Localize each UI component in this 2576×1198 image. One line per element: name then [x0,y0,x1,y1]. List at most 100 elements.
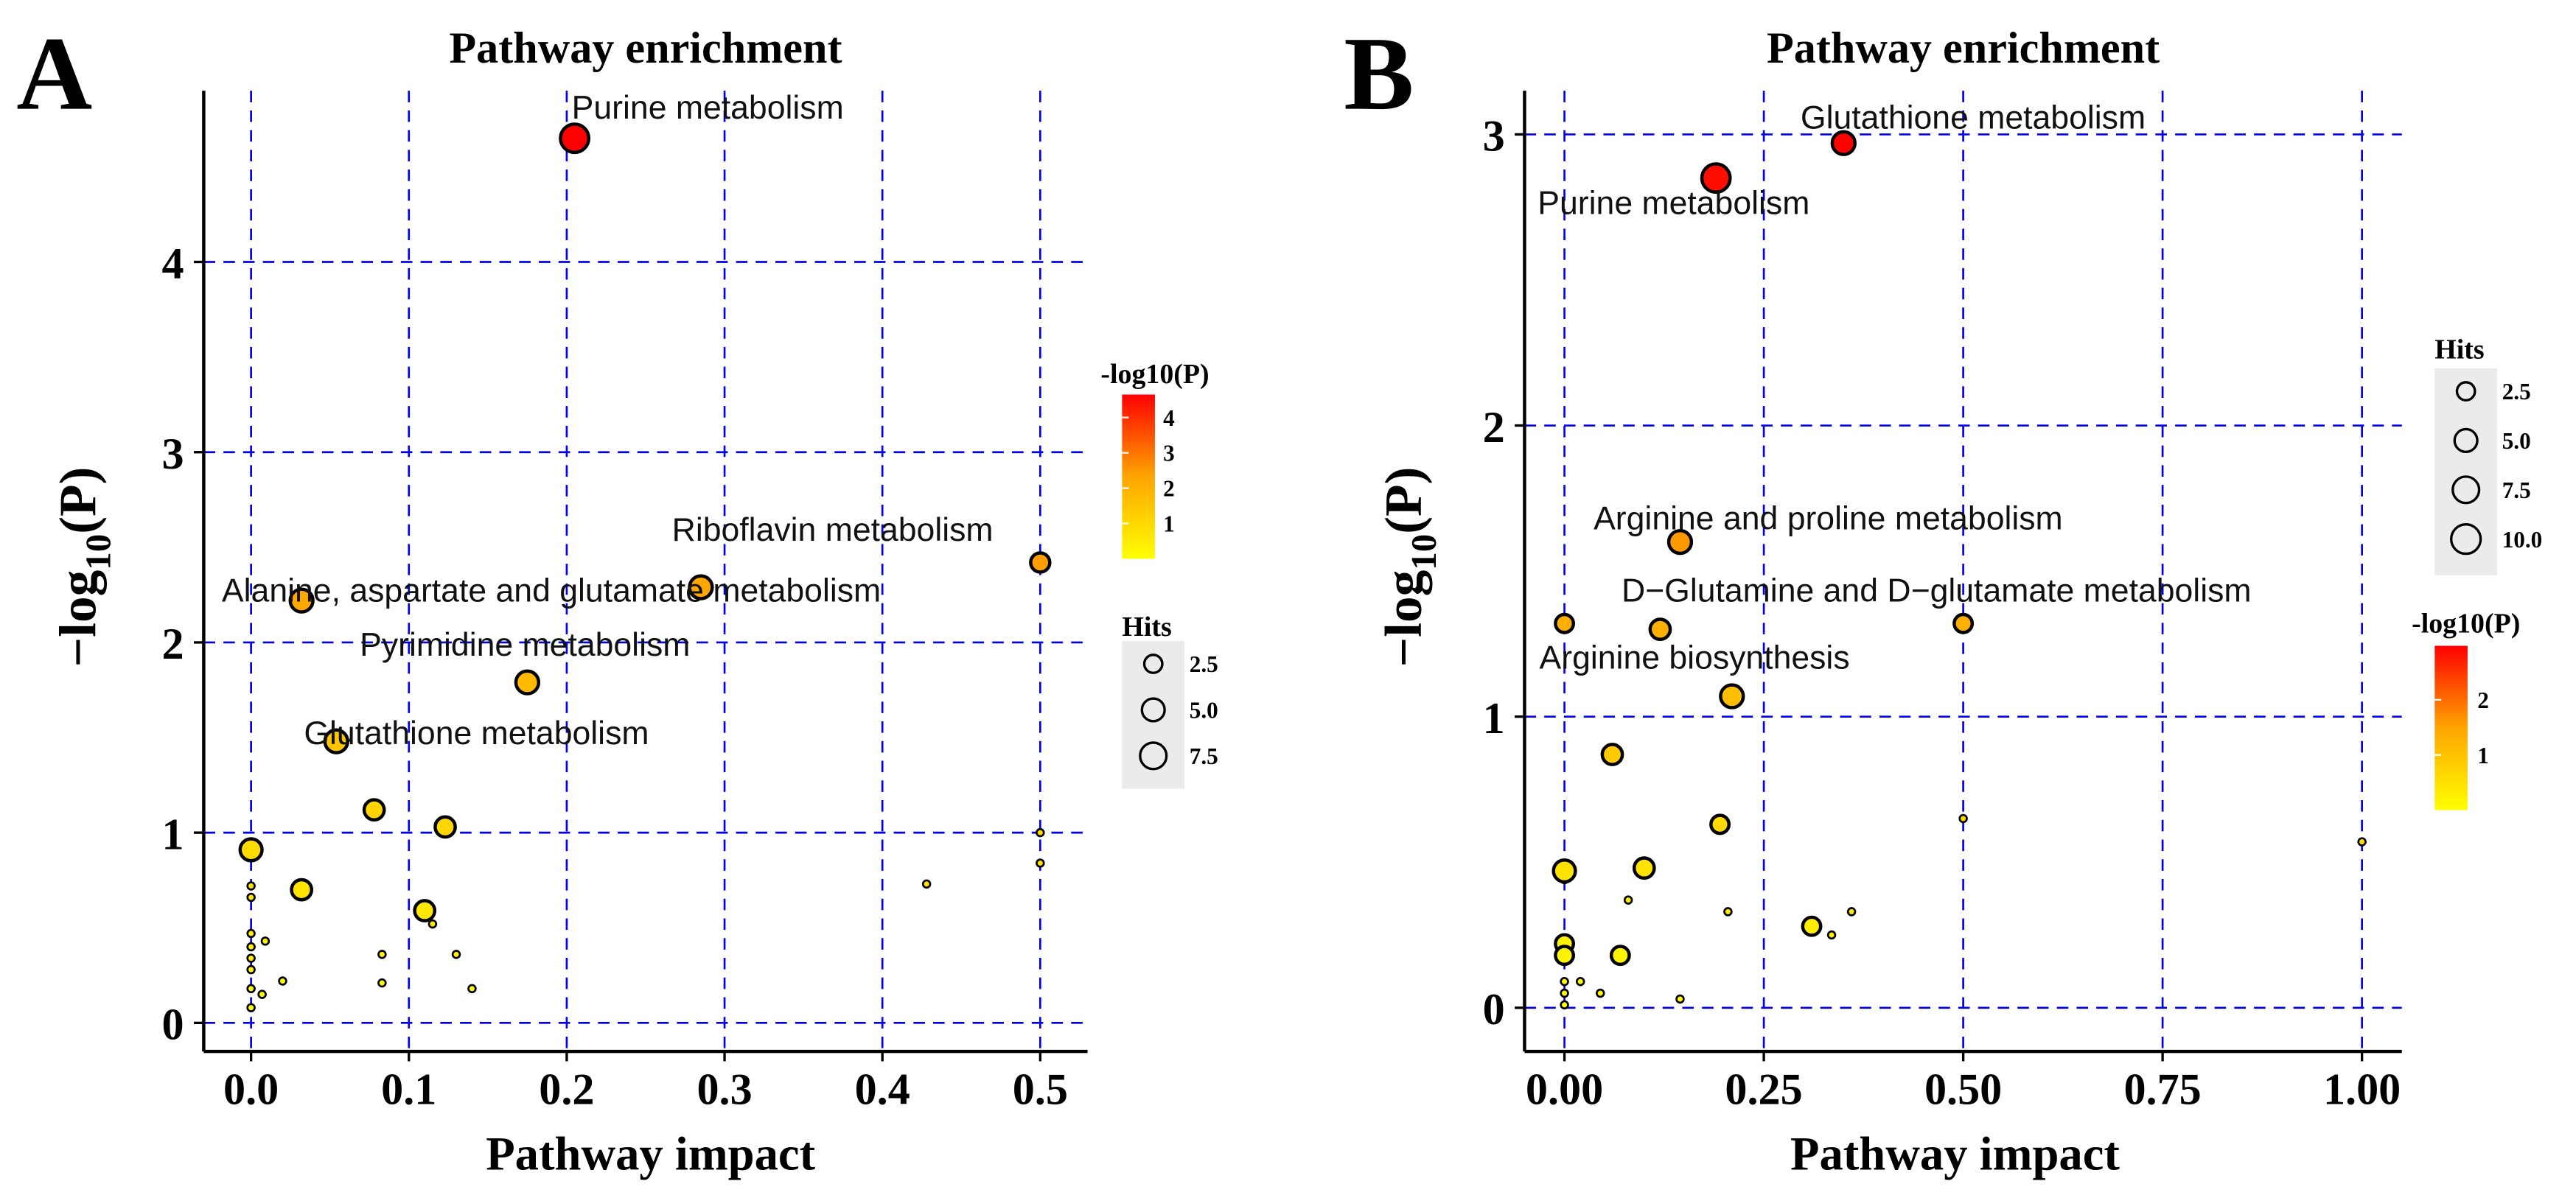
data-point [1723,907,1733,917]
point-label: Arginine and proline metabolism [1594,500,2063,536]
panel-letter: A [16,15,92,132]
data-point [1600,743,1624,766]
color-legend-label: 1 [1163,511,1175,537]
color-legend-label: 2 [1163,476,1175,502]
data-point [246,953,256,963]
data-point [1958,813,1968,824]
chart-title: Pathway enrichment [449,24,842,73]
y-tick-label: 2 [162,620,184,669]
size-legend-circle [2455,381,2476,402]
color-legend-label: 3 [1163,441,1175,466]
data-point [1596,988,1605,998]
point-label: Pyrimidine metabolism [360,627,690,663]
data-point [1029,551,1052,574]
data-point [1952,612,1975,634]
data-point [1846,907,1857,917]
x-tick-label: 0.00 [1526,1065,1603,1114]
y-tick-label: 3 [162,430,184,479]
data-point [688,574,714,600]
data-point [921,879,932,889]
data-point [377,950,387,959]
x-tick-label: 0.75 [2123,1065,2201,1114]
y-axis-label: −log10(P) [1375,467,1444,668]
y-tick-label: 0 [162,1001,184,1050]
panel-b: 0.00 0.25 0.50 0.75 1.00 0 1 2 3 Pathway enrichme… [1344,15,2542,1180]
data-point [1560,977,1569,987]
color-legend-title: -log10(P) [1100,359,1209,390]
data-point [1675,994,1685,1004]
data-point [1560,1000,1569,1010]
size-legend-label: 7.5 [1190,743,1218,769]
x-axis-label: Pathway impact [1790,1127,2120,1180]
y-tick-label: 1 [162,810,184,859]
size-legend-circle [1142,654,1164,674]
data-point [362,798,386,822]
data-point [451,950,461,959]
color-legend-label: 2 [2477,687,2489,713]
size-legend-title: Hits [1122,612,1171,642]
data-point [246,1003,256,1012]
data-point [1575,977,1585,987]
x-tick-label: 0.25 [1725,1065,1802,1114]
data-point [1554,612,1576,634]
data-point [1560,988,1569,998]
data-point [1609,945,1631,967]
data-point [467,984,477,994]
data-point [1623,895,1633,905]
data-point [1648,617,1672,641]
x-tick-label: 0.50 [1924,1065,2002,1114]
size-legend-circle [2453,427,2479,454]
data-point [427,919,438,929]
x-tick-label: 1.00 [2323,1065,2401,1114]
data-point [1554,945,1576,967]
data-point [2357,837,2367,847]
data-point [514,669,541,696]
data-point [257,989,267,999]
panel-letter: B [1344,15,1414,132]
x-tick-label: 0.4 [855,1065,910,1114]
x-tick-label: 0.2 [539,1065,594,1114]
data-point [1830,130,1857,156]
point-label: Alanine, aspartate and glutamate metabol… [222,572,881,609]
data-point [246,942,256,952]
data-point [238,837,264,863]
chart-title: Pathway enrichment [1767,24,2160,73]
point-label: Purine metabolism [1537,185,1809,221]
data-point [1826,930,1837,940]
color-legend-bar [1122,394,1155,559]
y-tick-label: 4 [162,239,184,289]
size-legend-label: 2.5 [1190,651,1218,677]
data-point [1719,683,1745,710]
y-tick-label: 2 [1483,403,1505,452]
x-tick-label: 0.3 [697,1065,752,1114]
data-point [288,587,315,614]
data-point [323,728,349,754]
data-point [1666,528,1694,556]
size-legend-label: 5.0 [1190,698,1218,724]
color-legend-label: 1 [2477,743,2489,768]
size-legend-circle [2451,475,2481,505]
panel-a: 0.0 0.1 0.2 0.3 0.4 0.5 0 1 2 3 4 Pathway enrichmen… [16,15,1218,1180]
size-legend-circle [1139,741,1168,771]
data-point [413,899,437,922]
data-point [1036,858,1045,868]
color-legend-label: 4 [1163,405,1175,431]
point-label: Arginine biosynthesis [1540,640,1850,676]
data-point [1551,858,1577,884]
data-point [278,976,287,986]
point-label: Riboflavin metabolism [672,512,994,548]
y-tick-label: 3 [1483,112,1505,161]
data-point [290,878,314,902]
data-point [246,881,256,891]
data-point [260,936,270,946]
data-point [1801,915,1823,937]
data-point [1709,813,1731,836]
y-axis-label: −log10(P) [49,467,118,668]
size-legend-label: 2.5 [2502,379,2531,404]
size-legend-circle [1140,697,1166,723]
point-label: Glutathione metabolism [1801,99,2146,136]
data-point [377,978,387,988]
data-point [433,815,457,839]
data-point [246,984,256,994]
